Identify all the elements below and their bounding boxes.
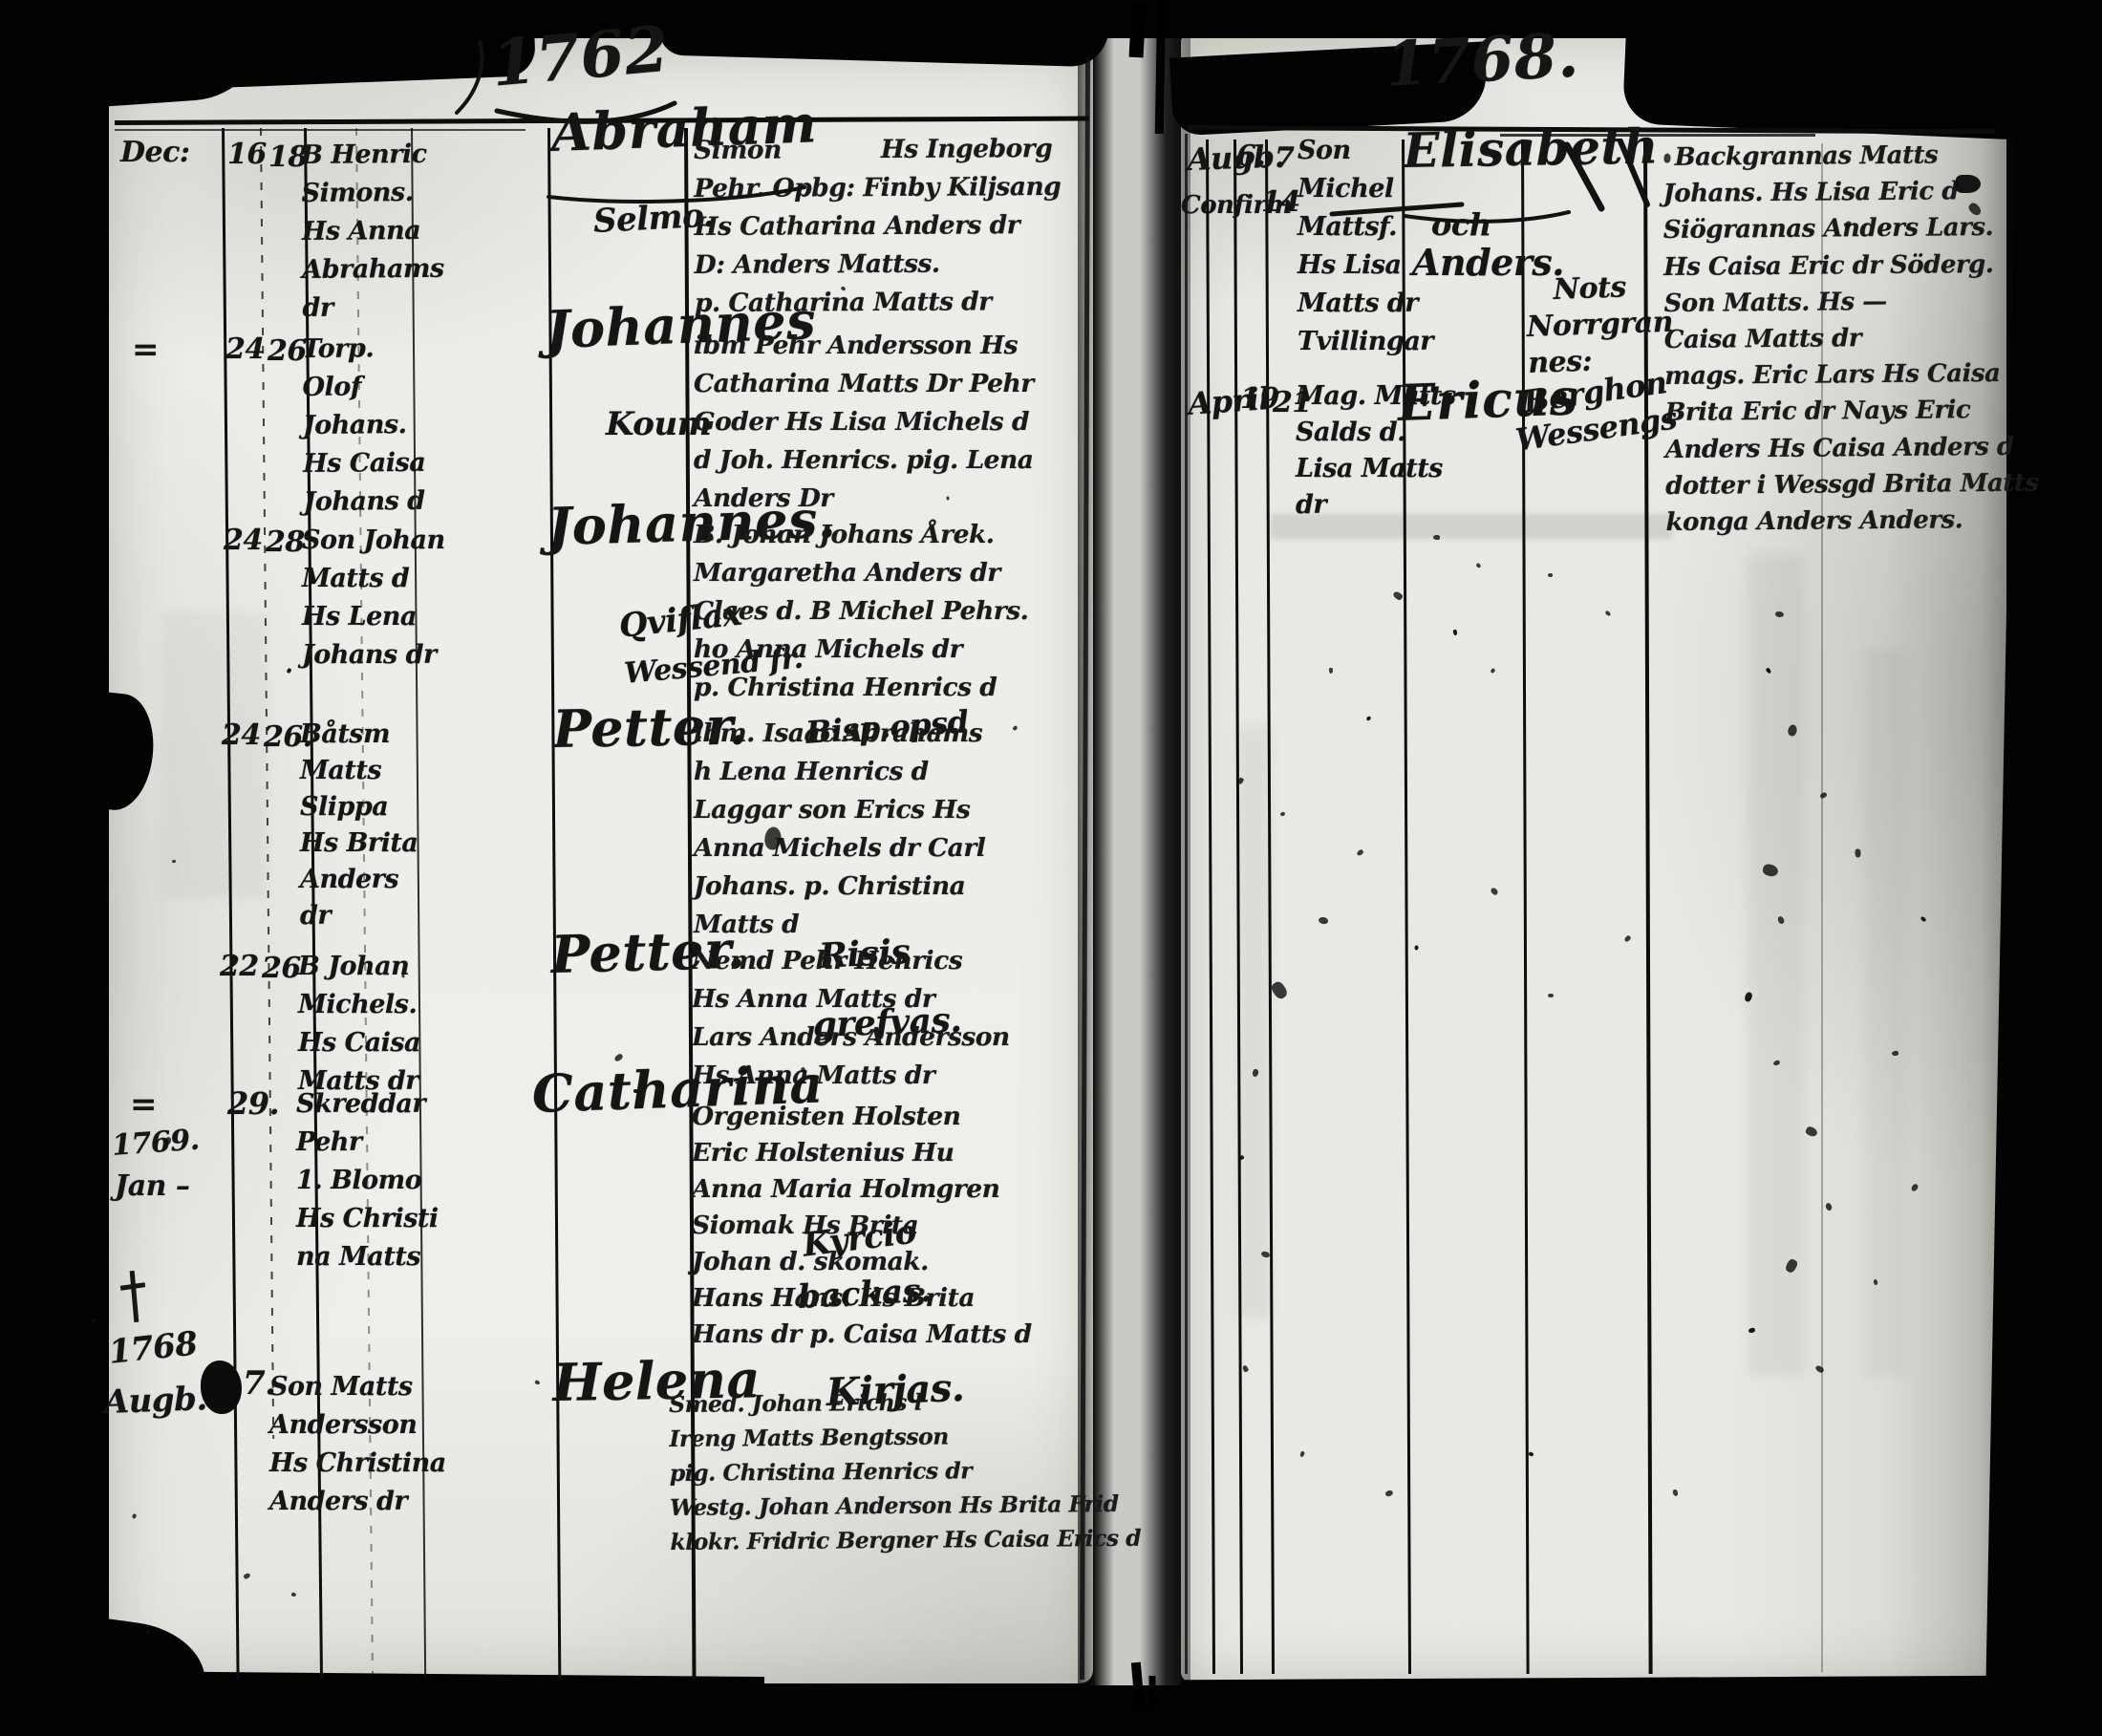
- day-number: 18: [268, 140, 308, 174]
- entry-witnesses: ibm. Isaac Abrahams h Lena Henrics d Lag…: [694, 718, 986, 939]
- margin-sign: =: [130, 1085, 158, 1124]
- entry-child-name2: och: [1431, 206, 1491, 243]
- bleed-streak: [1236, 726, 1271, 1318]
- scan-border-left: [0, 0, 109, 1736]
- entry-parents: Son Matts Andersson Hs Christina Anders …: [269, 1372, 446, 1516]
- day-number: 24: [225, 332, 265, 366]
- ink-speck: [1855, 848, 1861, 858]
- day-number: 16: [227, 138, 267, 171]
- binding-mark: [1148, 1675, 1157, 1711]
- day-number: 26.: [264, 720, 312, 754]
- day-number: 6.: [1236, 139, 1266, 173]
- month-label: Dec:: [120, 136, 190, 169]
- entry-parents: Skreddar Pehr 1. Blomo Hs Christi na Mat…: [296, 1089, 439, 1272]
- day-number: 7.: [243, 1364, 276, 1403]
- entry-witnesses: B. Johan Johans Årek. Margaretha Anders …: [694, 520, 1029, 702]
- entry-parents: Båtsm Matts Slippa Hs Brita Anders dr: [300, 719, 418, 931]
- scan-border-bottom: [0, 1685, 2102, 1736]
- entry-place: Koum: [606, 405, 712, 443]
- entry-parents: Mag. Matts Salds d. Lisa Matts dr: [1296, 381, 1456, 520]
- month-label2: Confirm: [1181, 191, 1292, 220]
- ink-speck: [1328, 667, 1334, 675]
- day-number: 22: [220, 950, 259, 983]
- ink-speck: [1432, 534, 1441, 541]
- column-rule-faint: [1821, 143, 1823, 1672]
- left-header-rule2: [115, 129, 526, 131]
- ink-speck: [1547, 993, 1555, 998]
- bleed-streak: [1748, 554, 1804, 1376]
- entry-witnesses: ibm Pehr Andersson Hs Catharina Matts Dr…: [694, 331, 1034, 513]
- book-gutter: [1078, 34, 1190, 1685]
- day-number: 28: [266, 525, 305, 559]
- day-number: 26: [268, 334, 307, 368]
- entry-child-name3: Anders.: [1412, 241, 1565, 284]
- entry-parents: Son Michel Mattsf. Hs Lisa Matts dr Tvil…: [1298, 136, 1434, 356]
- ink-speck: [1956, 175, 1981, 193]
- day-number: 24: [222, 718, 261, 752]
- day-number: 21: [1273, 386, 1312, 419]
- day-number: 29.: [227, 1085, 280, 1122]
- margin-sign: =: [132, 331, 160, 369]
- entry-witnesses: Nemd Pehr Henrics Hs Anna Matts dr Lars …: [692, 946, 1010, 1090]
- right-page-paper: [1181, 34, 2006, 1682]
- day-number-blot: 5: [201, 1361, 243, 1414]
- day-number: 26: [262, 952, 301, 985]
- bleed-streak: [1865, 650, 1905, 1376]
- binding-mark: [1128, 3, 1147, 58]
- entry-parents: Son Johan Matts d Hs Lena Johans dr: [302, 525, 445, 670]
- entry-parents: B Johan Michels. Hs Caisa Matts dr: [298, 952, 421, 1096]
- day-number: 14: [1261, 185, 1300, 219]
- right-header-rule2: [1500, 134, 1815, 137]
- entry-witnesses: Orgenisten Holsten Eric Holstenius Hu An…: [692, 1102, 1032, 1349]
- day-number: 24: [224, 524, 263, 557]
- day-number: 7: [1275, 141, 1295, 175]
- margin-month: Jan –: [115, 1169, 190, 1203]
- day-number: 19: [1240, 382, 1279, 416]
- right-page-edge-line: [1185, 134, 1188, 1674]
- bleed-streak: [1271, 514, 1672, 539]
